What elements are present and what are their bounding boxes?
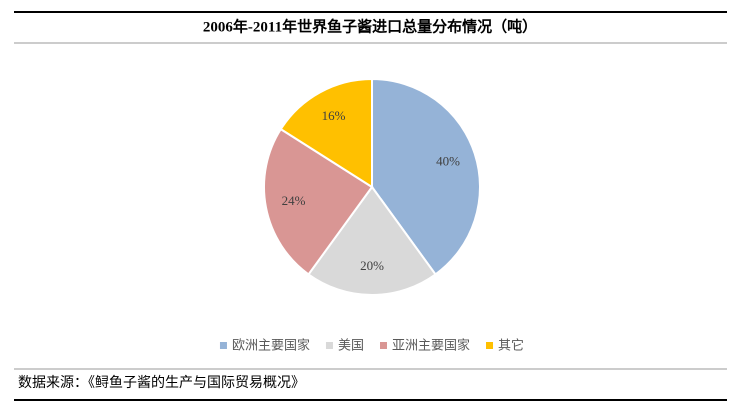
pie-slice <box>307 185 437 296</box>
legend-swatch <box>486 342 494 349</box>
legend-label: 其它 <box>498 338 524 354</box>
legend-swatch <box>380 342 387 349</box>
pie-slice <box>371 77 481 276</box>
source: 数据来源：《鲟鱼子酱的生产与国际贸易概况》 <box>18 374 305 391</box>
legend-label: 亚洲主要国家 <box>392 338 470 354</box>
legend-swatch <box>325 342 333 349</box>
slice-label: 24% <box>282 193 306 208</box>
legend-swatch <box>219 342 227 349</box>
slice-label: 40% <box>436 153 460 168</box>
pie-slice <box>263 127 374 276</box>
legend-label: 美国 <box>338 339 364 354</box>
chart-title: 2006年-2011年世界鱼子酱进口总量分布情况（吨） <box>203 17 537 35</box>
pie-slice <box>279 77 373 189</box>
legend-label: 欧洲主要国家 <box>232 338 310 354</box>
slice-label: 20% <box>360 258 384 273</box>
slice-label: 16% <box>322 108 346 123</box>
